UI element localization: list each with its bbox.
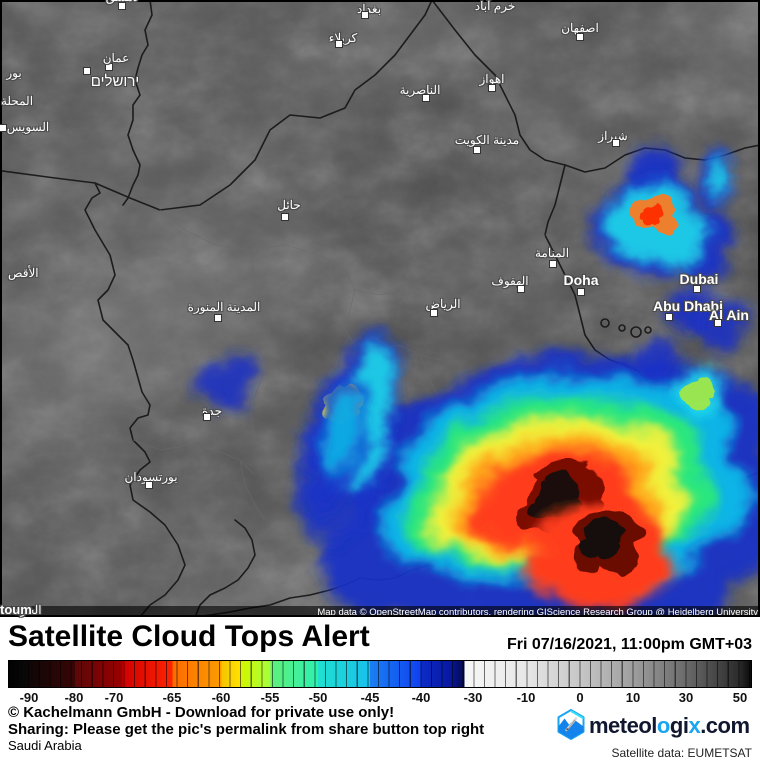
svg-text:meteologix.com: meteologix.com xyxy=(589,713,750,738)
